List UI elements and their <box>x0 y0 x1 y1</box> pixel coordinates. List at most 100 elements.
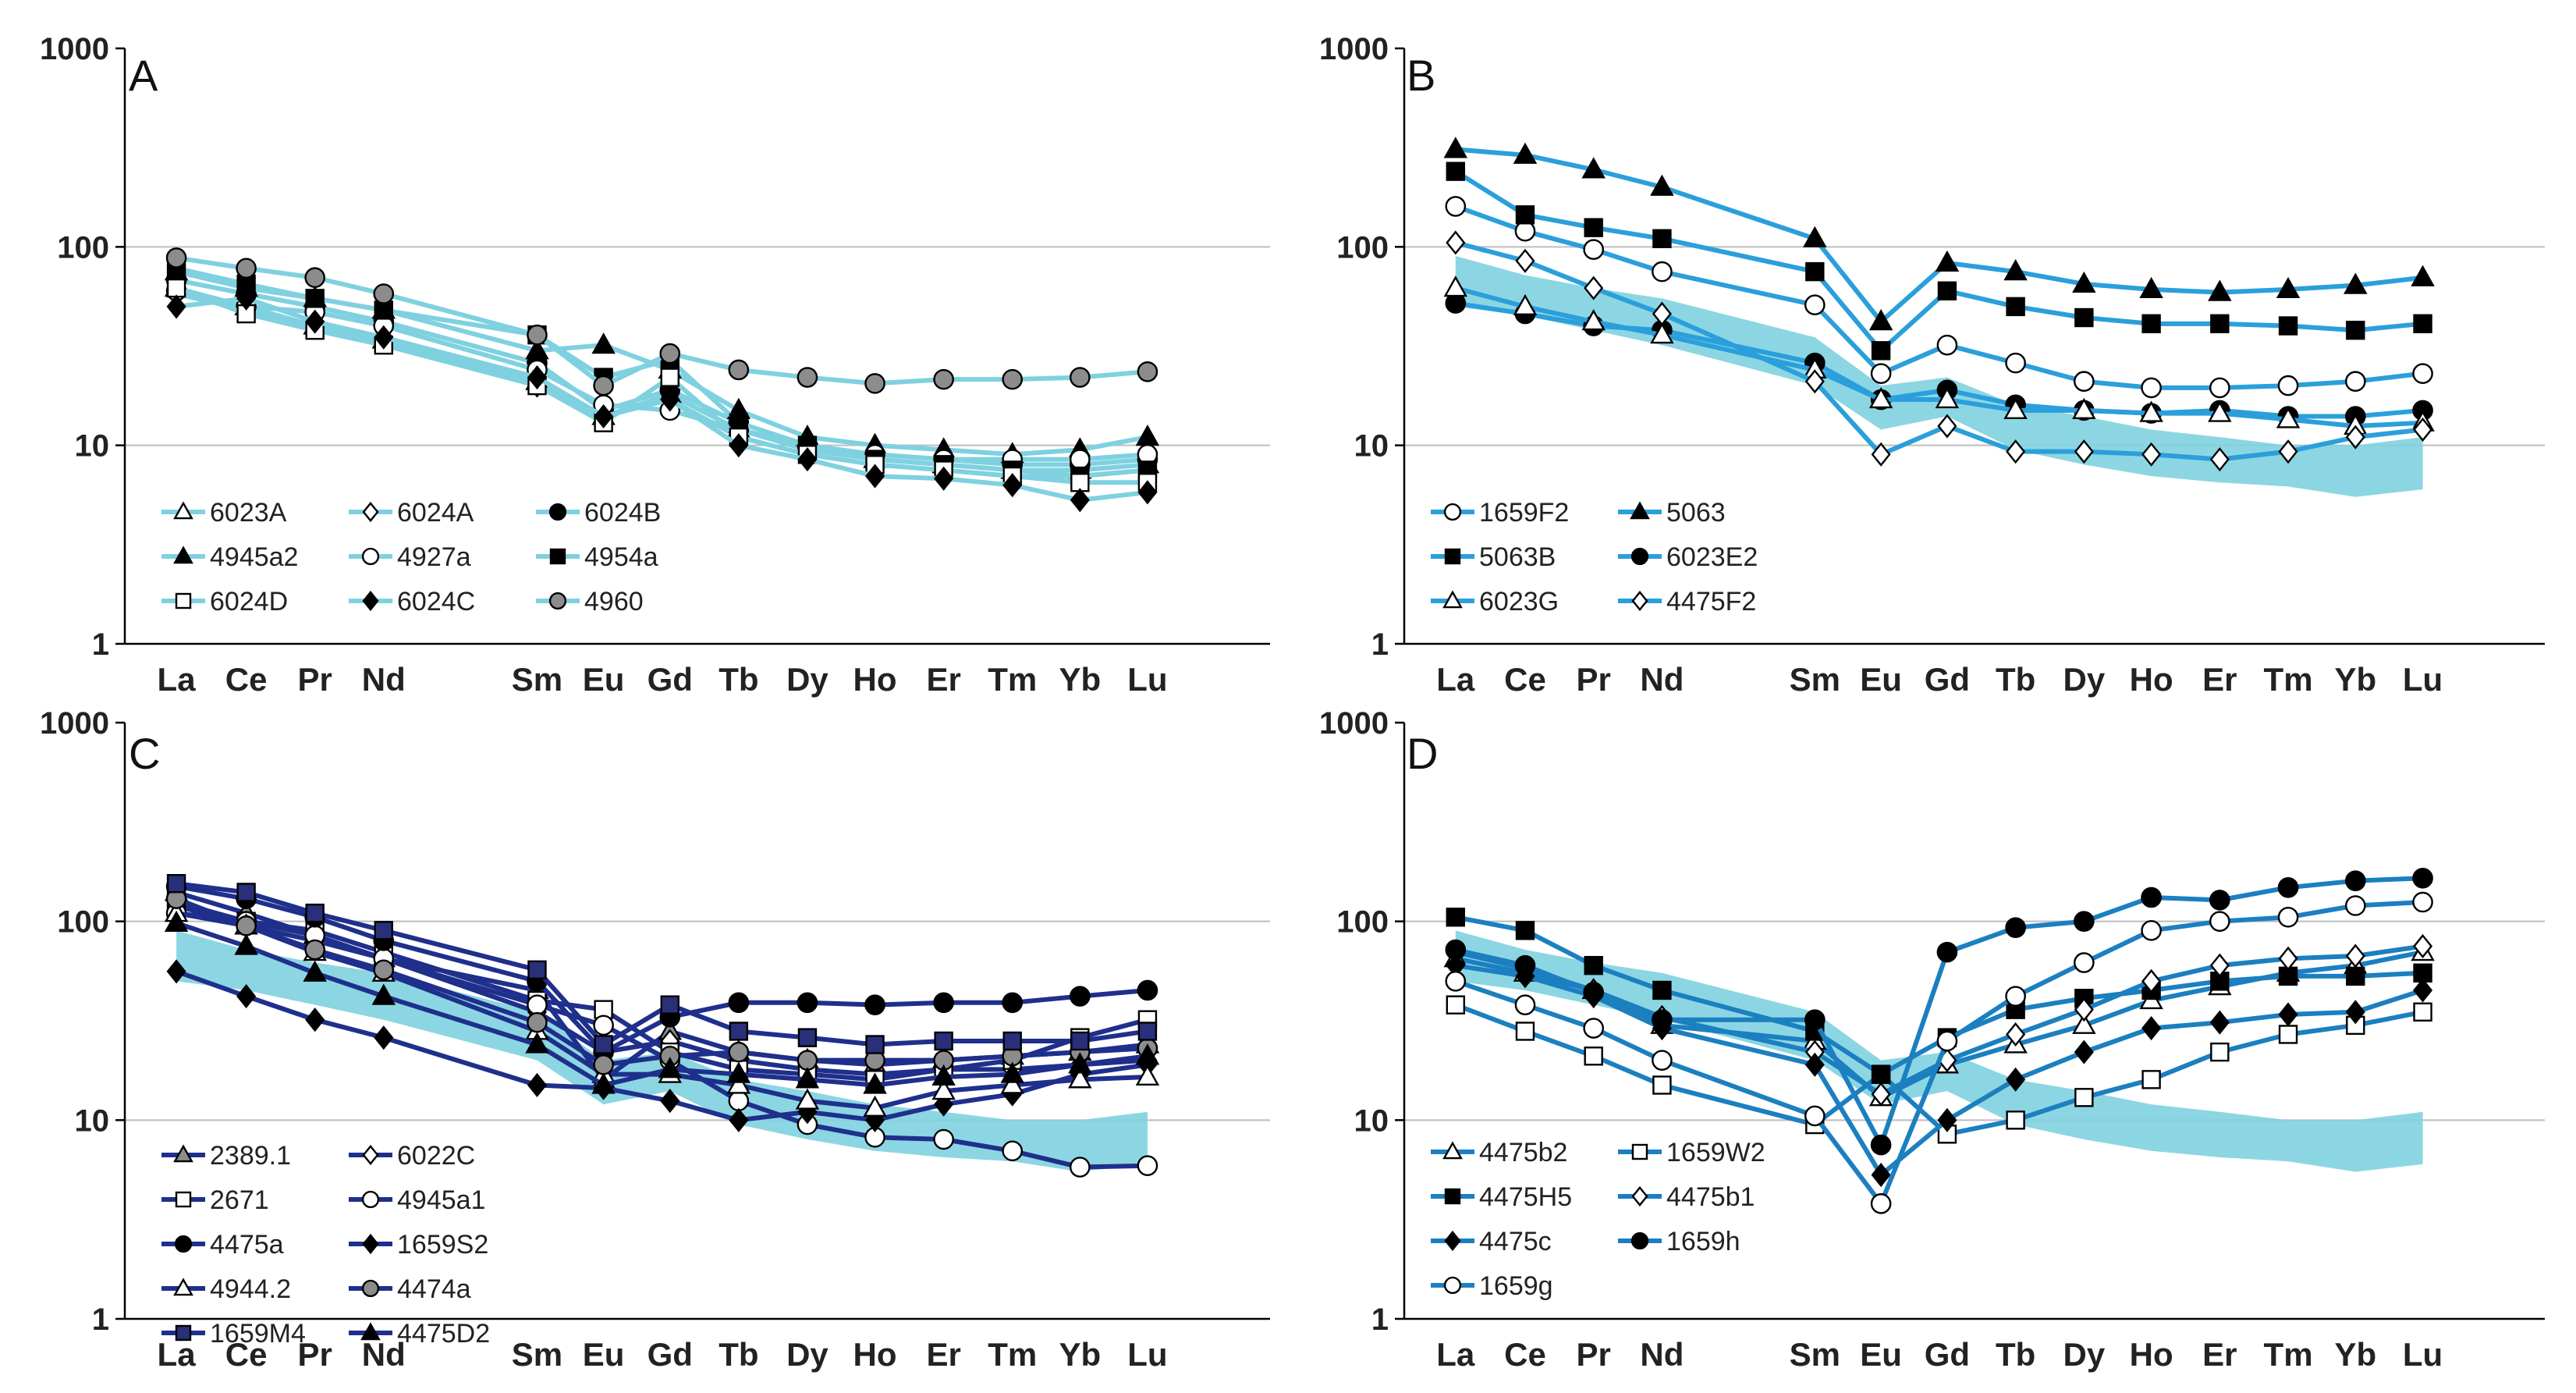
data-point <box>1584 275 1604 300</box>
data-point <box>165 247 187 268</box>
legend-marker <box>1630 1231 1649 1250</box>
x-tick-label: Ho <box>2130 661 2173 698</box>
data-point <box>1446 995 1465 1015</box>
data-point <box>1068 1052 1092 1074</box>
data-point <box>305 289 325 308</box>
data-point <box>1002 1031 1022 1051</box>
data-point <box>305 903 325 923</box>
data-point <box>728 992 750 1014</box>
series-4475D2 <box>164 910 1160 1094</box>
data-point <box>1443 137 1468 158</box>
data-point <box>1652 261 1673 283</box>
data-point <box>1137 1022 1158 1041</box>
series-line <box>176 883 1148 1055</box>
data-point <box>2413 1002 2432 1022</box>
legend-item: 2389.1 <box>161 1141 291 1171</box>
data-point <box>304 267 325 289</box>
data-point <box>2074 371 2095 393</box>
legend-label: 4927a <box>397 542 471 572</box>
data-point <box>2209 447 2230 472</box>
x-tick-label: Tm <box>2264 1336 2313 1373</box>
legend-marker <box>362 1233 379 1255</box>
legend-marker <box>548 592 567 610</box>
x-tick-label: Sm <box>512 1336 562 1373</box>
legend-label: 4475D2 <box>397 1319 490 1349</box>
x-tick-label: Tm <box>988 661 1037 698</box>
x-tick-label: Lu <box>2403 661 2443 698</box>
data-point <box>1937 281 1957 300</box>
y-tick-label: 10 <box>1354 429 1389 464</box>
series-line <box>176 881 1148 1047</box>
x-tick-label: Nd <box>362 1336 406 1373</box>
data-point <box>2277 375 2299 396</box>
data-point <box>305 1007 325 1032</box>
data-point <box>728 359 750 381</box>
x-tick-label: La <box>1436 661 1475 698</box>
data-point <box>2210 314 2230 334</box>
series-6023G <box>1443 275 2435 435</box>
legend-item: 5063B <box>1431 542 1556 572</box>
x-tick-label: Gd <box>1925 661 1970 698</box>
data-point <box>236 984 257 1009</box>
legend-marker <box>175 1191 192 1208</box>
data-point <box>1137 979 1158 1001</box>
x-tick-label: Dy <box>786 1336 829 1373</box>
x-tick-label: Er <box>2202 1336 2237 1373</box>
data-point <box>933 992 954 1014</box>
data-point <box>2413 314 2432 334</box>
legend-marker <box>175 1324 192 1341</box>
legend-marker <box>1443 1276 1462 1295</box>
data-point <box>2141 377 2162 399</box>
data-point <box>660 995 679 1015</box>
series-line <box>1455 963 2424 1178</box>
legend-marker <box>1442 1141 1463 1160</box>
legend-marker <box>1631 590 1648 612</box>
legend-item: 4475b1 <box>1618 1182 1755 1212</box>
x-tick-label: La <box>158 661 197 698</box>
data-point <box>2072 271 2096 293</box>
data-point <box>305 309 325 334</box>
legend-marker <box>173 501 193 520</box>
legend-label: 1659h <box>1666 1227 1740 1256</box>
data-point <box>1515 1022 1535 1041</box>
x-tick-label: Lu <box>1127 1336 1167 1373</box>
data-point <box>1804 294 1826 316</box>
data-point <box>1446 908 1465 927</box>
legend-item: 4475a <box>161 1230 284 1260</box>
data-point <box>1514 220 1536 242</box>
data-point <box>2413 978 2433 1003</box>
series-4475b1 <box>1446 933 2433 1107</box>
data-point <box>1446 162 1465 181</box>
data-point <box>933 1128 954 1150</box>
data-point <box>797 447 818 472</box>
data-point <box>1135 1064 1160 1086</box>
data-point <box>2344 272 2368 294</box>
legend-item: 4475H5 <box>1431 1182 1572 1212</box>
legend-item: 1659S2 <box>349 1230 488 1260</box>
data-point <box>2208 400 2232 422</box>
data-point <box>1584 1047 1603 1066</box>
legend-item: 4475D2 <box>349 1319 490 1349</box>
legend: 4475b2 1659W2 4475H5 4475b1 4475c 1659h 1659g <box>1431 1138 1765 1301</box>
legend-marker <box>1631 1185 1648 1207</box>
data-point <box>525 338 549 360</box>
legend-label: 1659W2 <box>1666 1138 1765 1167</box>
x-tick-label: Ce <box>1504 1336 1546 1373</box>
data-point <box>660 1089 680 1114</box>
reference-band <box>1455 930 2423 1172</box>
data-point <box>795 1067 820 1089</box>
legend-label: 5063 <box>1666 498 1726 528</box>
x-tick-label: Nd <box>1640 1336 1684 1373</box>
legend-label: 4475b1 <box>1666 1182 1755 1212</box>
data-point <box>374 1025 394 1050</box>
legend-label: 4944.2 <box>210 1274 291 1304</box>
data-point <box>1804 369 1825 394</box>
panel-c: C 1 10 100 1000 La Ce Pr Nd Sm Eu Gd Tb Dy Ho Er Tm Yb Lu… <box>40 706 1270 1373</box>
data-point <box>934 1031 953 1051</box>
data-point <box>2141 1016 2162 1041</box>
data-point <box>527 1072 548 1098</box>
series-4960 <box>165 247 1158 396</box>
data-point <box>660 368 679 387</box>
data-point <box>2345 895 2366 916</box>
data-point <box>2005 352 2026 374</box>
